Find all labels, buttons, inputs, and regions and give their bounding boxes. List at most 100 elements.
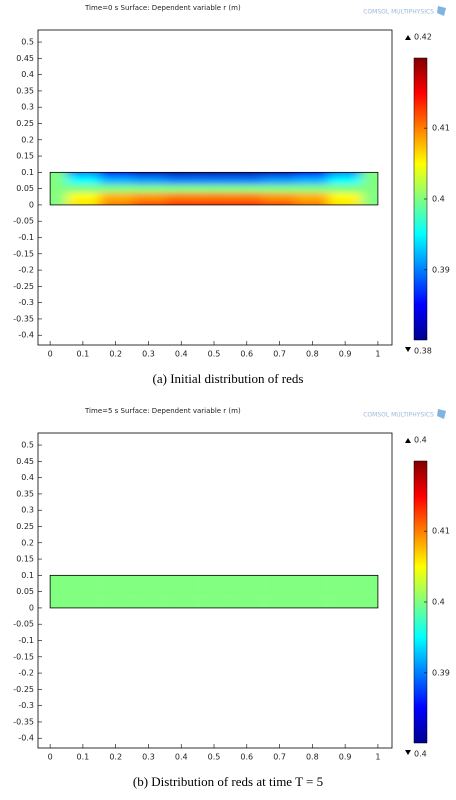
x-tick-label: 0.6 (240, 350, 253, 359)
colorbar-tick-label: 0.41 (432, 527, 450, 536)
surface-cell (132, 192, 165, 201)
surface-cell (230, 200, 264, 205)
surface-cell (197, 579, 231, 588)
surface-cell (164, 172, 198, 177)
surface-cell (295, 595, 329, 604)
x-tick-label: 0.9 (339, 350, 352, 359)
y-tick-label: -0.4 (18, 734, 34, 743)
colorbar-max: 0.4 (414, 436, 427, 445)
watermark: COMSOL MULTIPHYSICS (363, 412, 434, 419)
surface-cell (361, 184, 378, 193)
surface-cell (230, 184, 264, 193)
surface-cell (361, 575, 378, 580)
x-tick-label: 0.9 (339, 753, 352, 762)
watermark: COMSOL MULTIPHYSICS (363, 9, 434, 16)
surface-cell (361, 603, 378, 608)
y-tick-label: -0.1 (18, 636, 34, 645)
surface-cell (197, 595, 231, 604)
y-tick-label: 0 (29, 603, 34, 612)
surface-cell (50, 176, 67, 185)
surface-cell (197, 575, 231, 580)
surface-cell (230, 587, 264, 596)
x-tick-label: 0.7 (273, 753, 286, 762)
surface-cell (99, 200, 133, 205)
surface-cell (99, 192, 133, 201)
surface-cell (295, 192, 329, 201)
x-tick-label: 0.3 (142, 350, 155, 359)
y-tick-label: 0.5 (21, 441, 34, 450)
colorbar-tick-label: 0.39 (432, 668, 450, 677)
surface-cells (50, 172, 378, 205)
surface-cell (361, 192, 378, 201)
surface-cell (230, 579, 264, 588)
y-tick-label: 0.5 (21, 38, 34, 47)
y-tick-label: 0.35 (16, 489, 34, 498)
surface-cell (197, 172, 231, 177)
surface-cell (230, 603, 264, 608)
y-tick-label: 0.25 (16, 522, 34, 531)
surface-cell (295, 587, 329, 596)
y-tick-label: -0.4 (18, 331, 34, 340)
surface-cell (132, 575, 165, 580)
y-tick-label: -0.1 (18, 233, 34, 242)
y-tick-label: -0.2 (18, 669, 34, 678)
surface-cell (361, 176, 378, 185)
surface-cell (50, 603, 67, 608)
surface-cell (50, 192, 67, 201)
x-tick-label: 0.8 (306, 350, 319, 359)
domain-outline (49, 574, 379, 609)
surface-cell (164, 192, 198, 201)
surface-cell (50, 579, 67, 588)
surface-cell (50, 200, 67, 205)
x-tick-label: 0.1 (77, 350, 90, 359)
colorbar-min: 0.38 (414, 347, 432, 356)
x-tick-label: 0.2 (109, 753, 122, 762)
surface-cell (132, 603, 165, 608)
surface-cell (197, 184, 231, 193)
surface-cell (66, 579, 100, 588)
surface-cell (164, 200, 198, 205)
y-tick-label: 0.05 (16, 587, 34, 596)
surface-cell (230, 575, 264, 580)
max-triangle (405, 438, 411, 443)
surface-cell (164, 575, 198, 580)
surface-cell (263, 603, 296, 608)
surface-cell (66, 595, 100, 604)
surface-cell (328, 587, 362, 596)
surface-cell (197, 200, 231, 205)
y-tick-label: 0.25 (16, 119, 34, 128)
surface-cell (328, 579, 362, 588)
surface-cell (197, 587, 231, 596)
surface-cell (263, 200, 296, 205)
surface-cell (99, 172, 133, 177)
surface-cell (361, 579, 378, 588)
surface-cell (66, 192, 100, 201)
x-tick-label: 0.6 (240, 753, 253, 762)
colorbar-tick-label: 0.41 (432, 124, 450, 133)
surface-cell (263, 176, 296, 185)
surface-cell (263, 587, 296, 596)
x-tick-label: 0.1 (77, 753, 90, 762)
surface-cell (295, 176, 329, 185)
y-tick-label: 0.45 (16, 54, 34, 63)
colorbar-min: 0.4 (414, 750, 427, 759)
y-tick-label: -0.35 (13, 717, 34, 726)
domain-outline (49, 171, 379, 206)
min-triangle (405, 750, 411, 755)
colorbar-max: 0.42 (414, 33, 432, 42)
y-tick-label: -0.35 (13, 314, 34, 323)
surface-cell (295, 579, 329, 588)
surface-cell (361, 595, 378, 604)
surface-cell (132, 579, 165, 588)
surface-cell (230, 176, 264, 185)
surface-cell (66, 575, 100, 580)
y-tick-label: -0.15 (13, 652, 34, 661)
surface-cell (263, 192, 296, 201)
y-tick-label: 0.3 (21, 506, 34, 515)
y-tick-label: 0.3 (21, 103, 34, 112)
y-tick-label: 0 (29, 200, 34, 209)
surface (50, 172, 378, 205)
x-tick-label: 0.4 (175, 350, 188, 359)
y-tick-label: -0.25 (13, 685, 34, 694)
y-tick-label: 0.2 (21, 135, 34, 144)
